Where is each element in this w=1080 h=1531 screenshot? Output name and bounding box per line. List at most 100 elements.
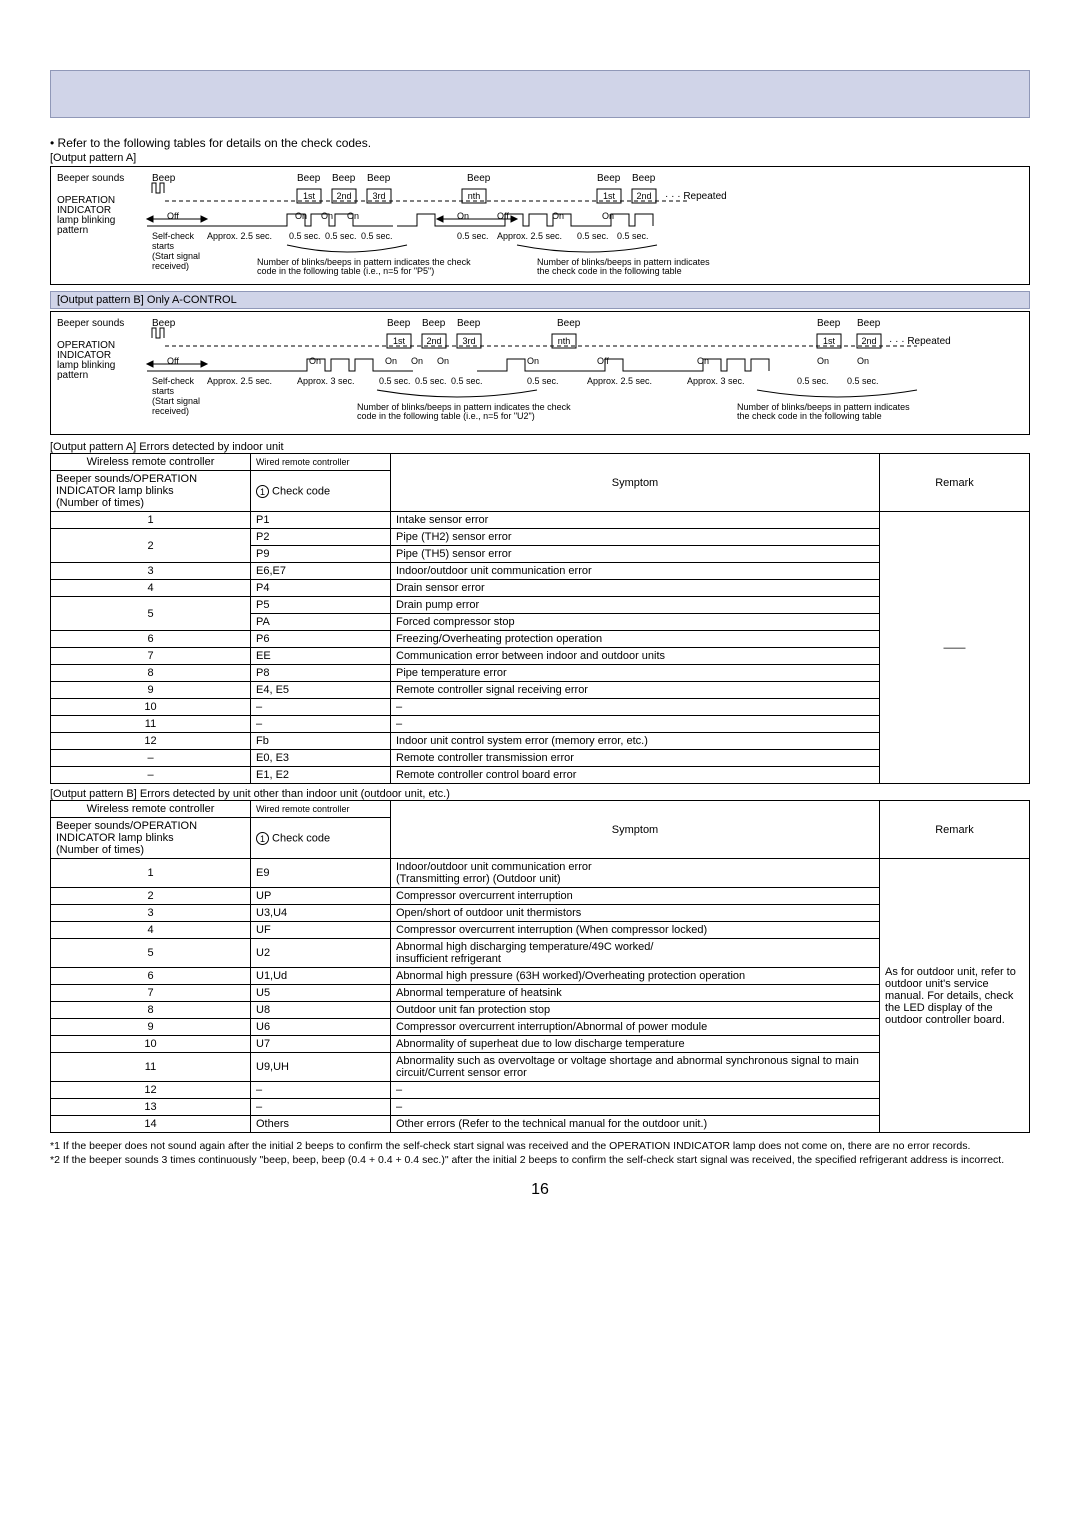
cell-symptom: Abnormal high discharging temperature/49… [391, 939, 880, 968]
cell-code: U8 [251, 1002, 391, 1019]
svg-text:On: On [817, 356, 829, 366]
cell-n: 11 [51, 716, 251, 733]
cell-code: Fb [251, 733, 391, 750]
table-row: 1E9Indoor/outdoor unit communication err… [51, 859, 1030, 888]
intro-text: • Refer to the following tables for deta… [50, 136, 1030, 150]
pattern-a-diagram: Beeper sounds Beep BeepBeepBeep Beep Bee… [50, 166, 1030, 285]
pattern-b-diagram: Beeper sounds Beep BeepBeepBeep Beep Bee… [50, 311, 1030, 435]
th-symptom-b: Symptom [391, 801, 880, 859]
cell-n: 7 [51, 648, 251, 665]
th-wireless-b: Wireless remote controller [51, 801, 251, 818]
cell-code: EE [251, 648, 391, 665]
cell-n: 6 [51, 968, 251, 985]
cell-code: E6,E7 [251, 563, 391, 580]
svg-text:On: On [309, 356, 321, 366]
cell-symptom: – [391, 1082, 880, 1099]
svg-text:0.5 sec.: 0.5 sec. [847, 376, 879, 386]
cell-n: 4 [51, 580, 251, 597]
cell-code: P2 [251, 529, 391, 546]
cell-n: 5 [51, 597, 251, 631]
cell-n: 3 [51, 905, 251, 922]
page-number: 16 [50, 1181, 1030, 1199]
svg-text:1st: 1st [823, 336, 836, 346]
svg-text:1st: 1st [303, 191, 316, 201]
cell-code: P1 [251, 512, 391, 529]
svg-text:starts: starts [152, 386, 175, 396]
cell-symptom: Open/short of outdoor unit thermistors [391, 905, 880, 922]
cell-symptom: Pipe (TH5) sensor error [391, 546, 880, 563]
svg-text:received): received) [152, 261, 189, 271]
cell-symptom: Abnormal temperature of heatsink [391, 985, 880, 1002]
svg-text:Beep: Beep [387, 318, 411, 329]
pattern-a-label: [Output pattern A] [50, 152, 1030, 164]
svg-text:Beep: Beep [332, 173, 356, 184]
svg-text:0.5 sec.: 0.5 sec. [617, 231, 649, 241]
cell-code: UP [251, 888, 391, 905]
svg-text:2nd: 2nd [861, 336, 876, 346]
cell-n: 7 [51, 985, 251, 1002]
svg-text:Off: Off [167, 211, 179, 221]
svg-text:0.5 sec.: 0.5 sec. [289, 231, 321, 241]
svg-text:Approx. 2.5 sec.: Approx. 2.5 sec. [207, 231, 272, 241]
cell-n: 2 [51, 529, 251, 563]
svg-text:Approx. 2.5 sec.: Approx. 2.5 sec. [497, 231, 562, 241]
cell-symptom: – [391, 716, 880, 733]
cell-symptom: Intake sensor error [391, 512, 880, 529]
svg-text:On: On [411, 356, 423, 366]
table-a-title: [Output pattern A] Errors detected by in… [50, 441, 1030, 453]
svg-text:the check code in the followin: the check code in the following table [537, 266, 682, 276]
svg-text:0.5 sec.: 0.5 sec. [361, 231, 393, 241]
cell-remark: As for outdoor unit, refer to outdoor un… [880, 859, 1030, 1133]
cell-n: 12 [51, 733, 251, 750]
cell-n: 6 [51, 631, 251, 648]
svg-text:0.5 sec.: 0.5 sec. [577, 231, 609, 241]
cell-symptom: Communication error between indoor and o… [391, 648, 880, 665]
svg-text:2nd: 2nd [336, 191, 351, 201]
svg-text:0.5 sec.: 0.5 sec. [379, 376, 411, 386]
svg-text:Beeper sounds: Beeper sounds [57, 173, 124, 184]
svg-text:Beep: Beep [152, 318, 176, 329]
svg-text:2nd: 2nd [426, 336, 441, 346]
cell-n: 9 [51, 1019, 251, 1036]
cell-symptom: Other errors (Refer to the technical man… [391, 1116, 880, 1133]
cell-symptom: Abnormal high pressure (63H worked)/Over… [391, 968, 880, 985]
svg-text:code in the following table (i: code in the following table (i.e., n=5 f… [357, 411, 535, 421]
table-row: 1P1Intake sensor error—— [51, 512, 1030, 529]
table-b-title: [Output pattern B] Errors detected by un… [50, 788, 1030, 800]
svg-text:Beep: Beep [597, 173, 621, 184]
table-b: Wireless remote controller Wired remote … [50, 800, 1030, 1133]
cell-code: P4 [251, 580, 391, 597]
cell-code: E0, E3 [251, 750, 391, 767]
svg-text:Beep: Beep [422, 318, 446, 329]
svg-text:1st: 1st [603, 191, 616, 201]
cell-code: U9,UH [251, 1053, 391, 1082]
svg-text:Approx. 3 sec.: Approx. 3 sec. [687, 376, 745, 386]
svg-text:nth: nth [468, 191, 481, 201]
svg-text:· · · Repeated: · · · Repeated [665, 191, 727, 202]
cell-code: PA [251, 614, 391, 631]
cell-symptom: Drain sensor error [391, 580, 880, 597]
svg-text:pattern: pattern [57, 225, 88, 236]
timing-svg-b: Beeper sounds Beep BeepBeepBeep Beep Bee… [57, 316, 1017, 426]
svg-text:Beeper sounds: Beeper sounds [57, 318, 124, 329]
th-wireless: Wireless remote controller [51, 454, 251, 471]
cell-symptom: – [391, 1099, 880, 1116]
cell-code: P5 [251, 597, 391, 614]
cell-n: – [51, 767, 251, 784]
cell-code: U2 [251, 939, 391, 968]
svg-text:0.5 sec.: 0.5 sec. [527, 376, 559, 386]
cell-n: 1 [51, 512, 251, 529]
cell-code: U7 [251, 1036, 391, 1053]
th-remark: Remark [880, 454, 1030, 512]
svg-text:On: On [552, 211, 564, 221]
svg-text:Off: Off [167, 356, 179, 366]
cell-code: P9 [251, 546, 391, 563]
cell-symptom: Forced compressor stop [391, 614, 880, 631]
svg-text:(Start signal: (Start signal [152, 396, 200, 406]
svg-text:2nd: 2nd [636, 191, 651, 201]
cell-n: 11 [51, 1053, 251, 1082]
cell-symptom: Remote controller transmission error [391, 750, 880, 767]
th-beeper: Beeper sounds/OPERATIONINDICATOR lamp bl… [51, 471, 251, 512]
svg-text:Self-check: Self-check [152, 231, 195, 241]
cell-n: 5 [51, 939, 251, 968]
